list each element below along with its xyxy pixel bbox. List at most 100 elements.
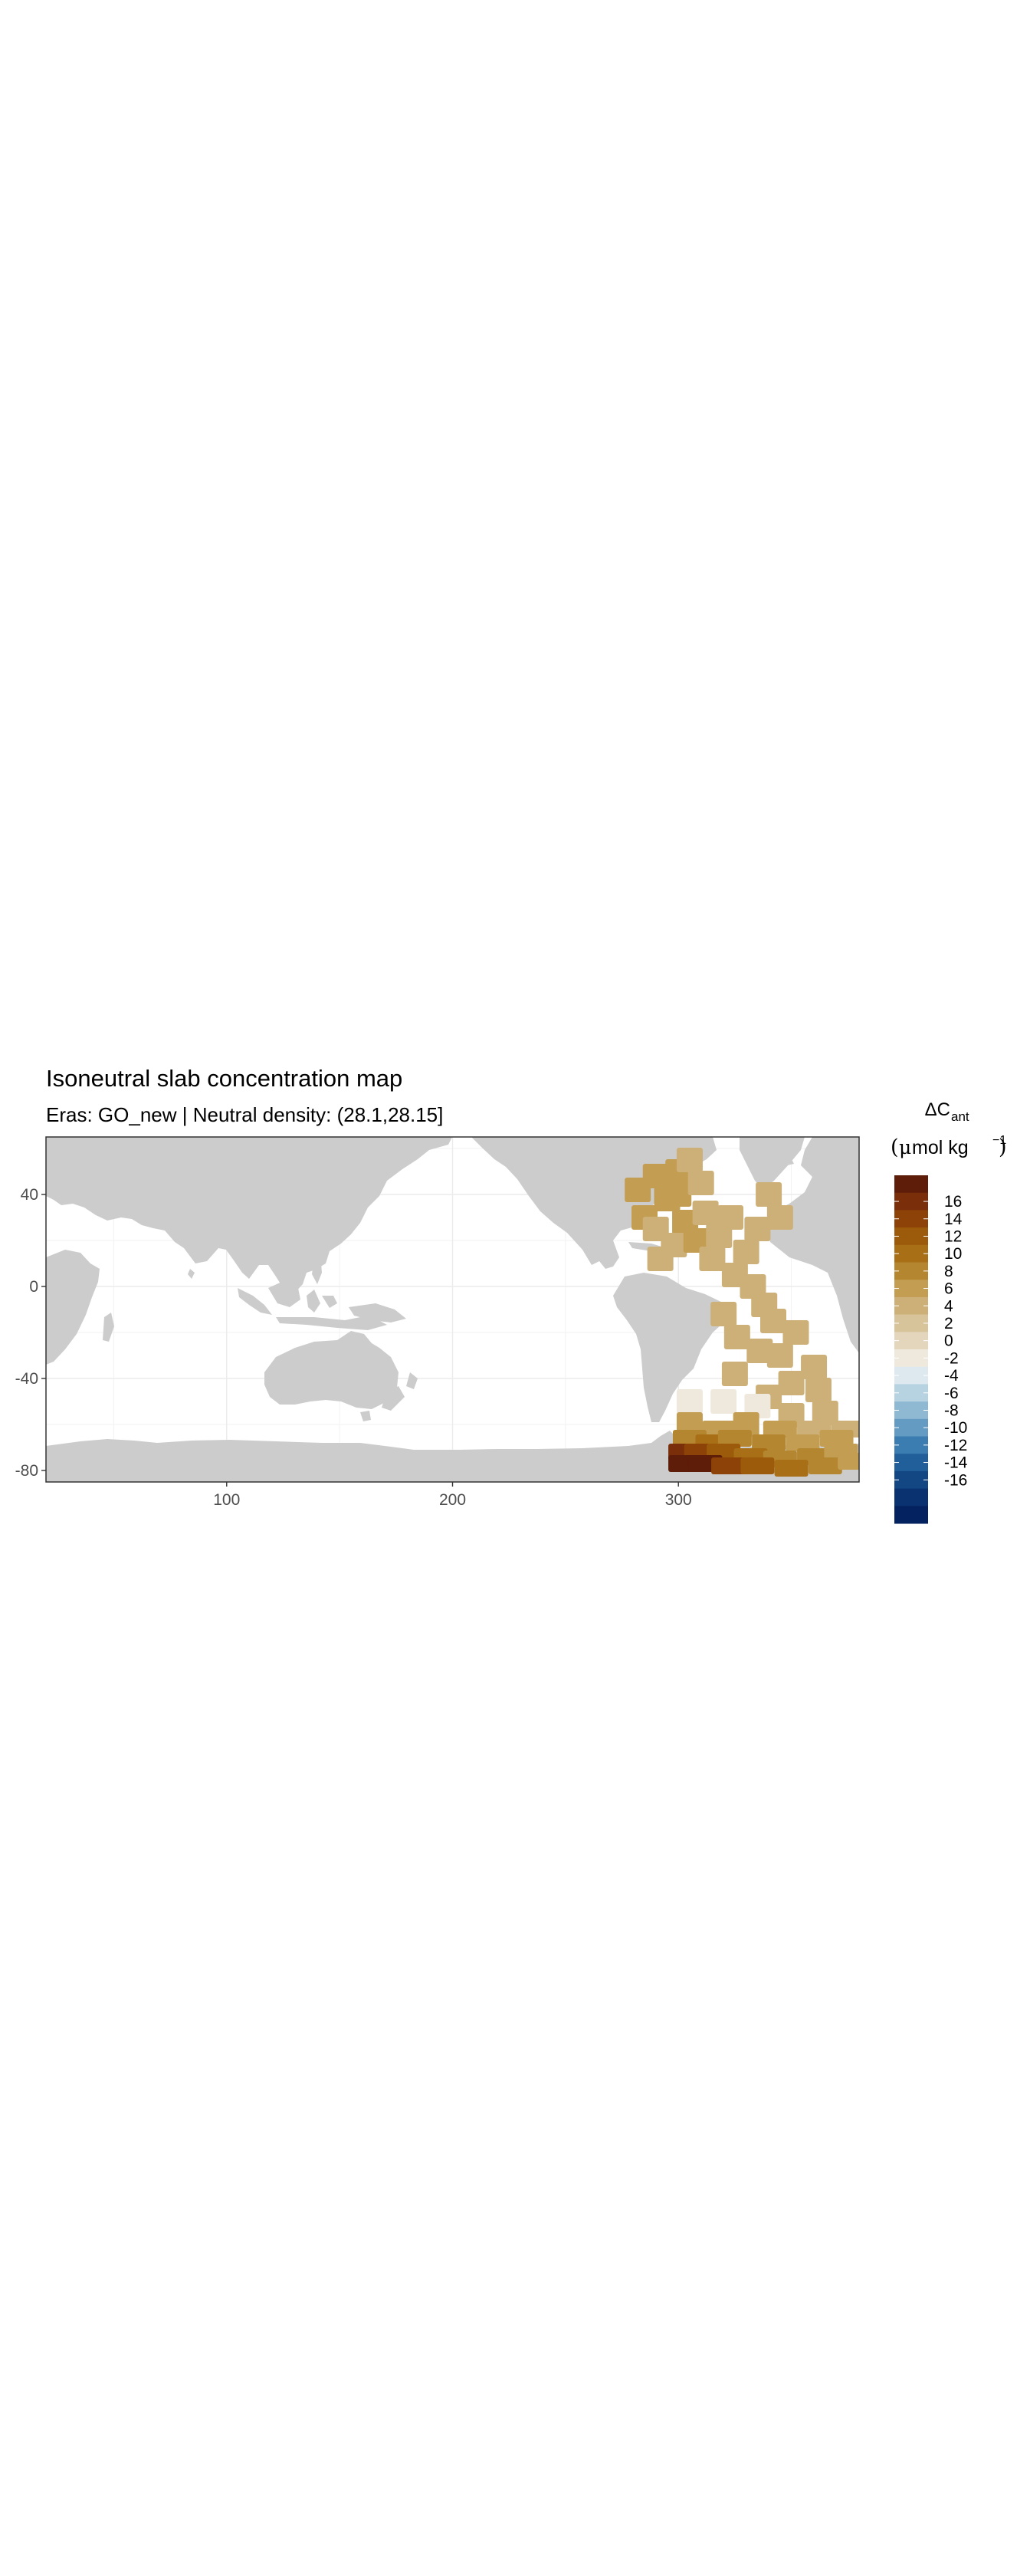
land-iceland	[774, 1155, 794, 1167]
concentration-cell	[723, 1325, 750, 1349]
concentration-cell	[733, 1240, 759, 1264]
plot-panel	[45, 1136, 860, 1483]
legend-colorbar	[894, 1175, 928, 1524]
legend-color-step	[894, 1175, 928, 1194]
concentration-cell	[782, 1320, 809, 1345]
legend-label: 14	[944, 1211, 963, 1228]
legend-unit-open: (	[891, 1135, 899, 1159]
legend-unit-close: )	[999, 1135, 1007, 1159]
land-indonesia	[238, 1280, 387, 1330]
y-tick-label: -80	[15, 1462, 38, 1480]
chart-subtitle: Eras: GO_new | Neutral density: (28.1,28…	[46, 1103, 443, 1126]
concentration-cell	[766, 1343, 793, 1368]
x-tick-label: 100	[213, 1491, 240, 1509]
legend-label: 16	[944, 1193, 962, 1211]
legend-color-step	[894, 1436, 928, 1454]
concentration-cell	[744, 1217, 771, 1241]
legend-label: 12	[944, 1227, 962, 1245]
legend-color-step	[894, 1366, 928, 1385]
concentration-cell	[746, 1339, 773, 1363]
concentration-cell	[760, 1309, 787, 1333]
concentration-cell	[676, 1389, 703, 1414]
concentration-cell	[740, 1457, 775, 1474]
legend-color-step	[894, 1296, 928, 1316]
legend-title-sub: ant	[951, 1109, 969, 1124]
y-axis: 40 0 -40 -80	[15, 1186, 46, 1480]
land-tasmania	[360, 1411, 371, 1421]
concentration-cell	[801, 1355, 828, 1379]
land-madagascar	[103, 1313, 114, 1342]
land-australia	[264, 1331, 399, 1409]
legend-label: -16	[944, 1471, 967, 1489]
concentration-cell	[756, 1182, 782, 1207]
legend-color-step	[894, 1401, 928, 1420]
legend-color-step	[894, 1192, 928, 1211]
chart-title: Isoneutral slab concentration map	[46, 1065, 402, 1092]
concentration-cell	[699, 1247, 726, 1271]
concentration-cell	[808, 1457, 842, 1474]
legend-unit-mu: μ	[899, 1136, 911, 1158]
legend-color-step	[894, 1454, 928, 1472]
concentration-cell	[687, 1171, 714, 1195]
legend-color-step	[894, 1384, 928, 1402]
legend-label: -4	[944, 1367, 959, 1385]
concentration-cell	[676, 1148, 703, 1172]
legend-label: -10	[944, 1419, 967, 1437]
x-tick-label: 200	[439, 1491, 466, 1509]
y-tick-label: 0	[29, 1278, 38, 1296]
land-europe-africa-east	[766, 1137, 859, 1353]
concentration-cell	[766, 1205, 793, 1230]
x-axis: 100 200 300	[213, 1482, 692, 1509]
concentration-cell	[717, 1430, 752, 1447]
land-eurasia	[46, 1137, 452, 1294]
y-tick-label: 40	[21, 1186, 38, 1204]
concentration-cell	[812, 1401, 838, 1425]
concentration-cell	[763, 1421, 797, 1438]
legend-color-step	[894, 1227, 928, 1246]
land-sri-lanka	[188, 1269, 195, 1279]
concentration-cell	[778, 1371, 805, 1395]
concentration-cell	[752, 1434, 786, 1451]
land-antarctica	[46, 1431, 859, 1482]
land-south-america	[613, 1273, 728, 1422]
concentration-cell	[692, 1201, 719, 1225]
legend-label: 4	[944, 1297, 953, 1315]
legend-color-step	[894, 1244, 928, 1263]
x-tick-label: 300	[665, 1491, 692, 1509]
legend-color-step	[894, 1488, 928, 1506]
legend-label: 0	[944, 1332, 953, 1350]
concentration-cell	[838, 1453, 859, 1470]
legend-label: -8	[944, 1401, 959, 1419]
legend-color-step	[894, 1280, 928, 1298]
land-new-guinea	[349, 1303, 406, 1322]
legend-color-step	[894, 1262, 928, 1280]
legend-label: 6	[944, 1280, 953, 1298]
legend-color-step	[894, 1332, 928, 1350]
legend-color-step	[894, 1506, 928, 1524]
legend-color-step	[894, 1210, 928, 1228]
legend-label: -6	[944, 1385, 959, 1402]
concentration-cell	[665, 1182, 692, 1207]
legend-label: 10	[944, 1245, 962, 1263]
concentration-cells	[625, 1148, 859, 1477]
legend-label: 8	[944, 1263, 953, 1280]
legend-color-step	[894, 1349, 928, 1368]
legend-label: 2	[944, 1315, 953, 1332]
legend-color-step	[894, 1314, 928, 1332]
legend-label: -12	[944, 1437, 967, 1454]
y-tick-label: -40	[15, 1370, 38, 1388]
legend: ΔC ant ( μ mol kg −1 ) 1614121086420-2-4…	[891, 1099, 1007, 1524]
legend-color-step	[894, 1418, 928, 1437]
concentration-cell	[642, 1164, 669, 1188]
land-africa-west	[46, 1250, 100, 1365]
concentration-cell	[721, 1362, 748, 1386]
legend-label: -14	[944, 1454, 968, 1472]
legend-unit-exp: −1	[992, 1134, 1006, 1147]
legend-unit-mol: mol kg	[912, 1137, 969, 1158]
concentration-cell	[710, 1302, 737, 1326]
legend-label: -2	[944, 1349, 959, 1367]
concentration-cell	[647, 1247, 674, 1271]
land-new-zealand	[382, 1372, 418, 1411]
